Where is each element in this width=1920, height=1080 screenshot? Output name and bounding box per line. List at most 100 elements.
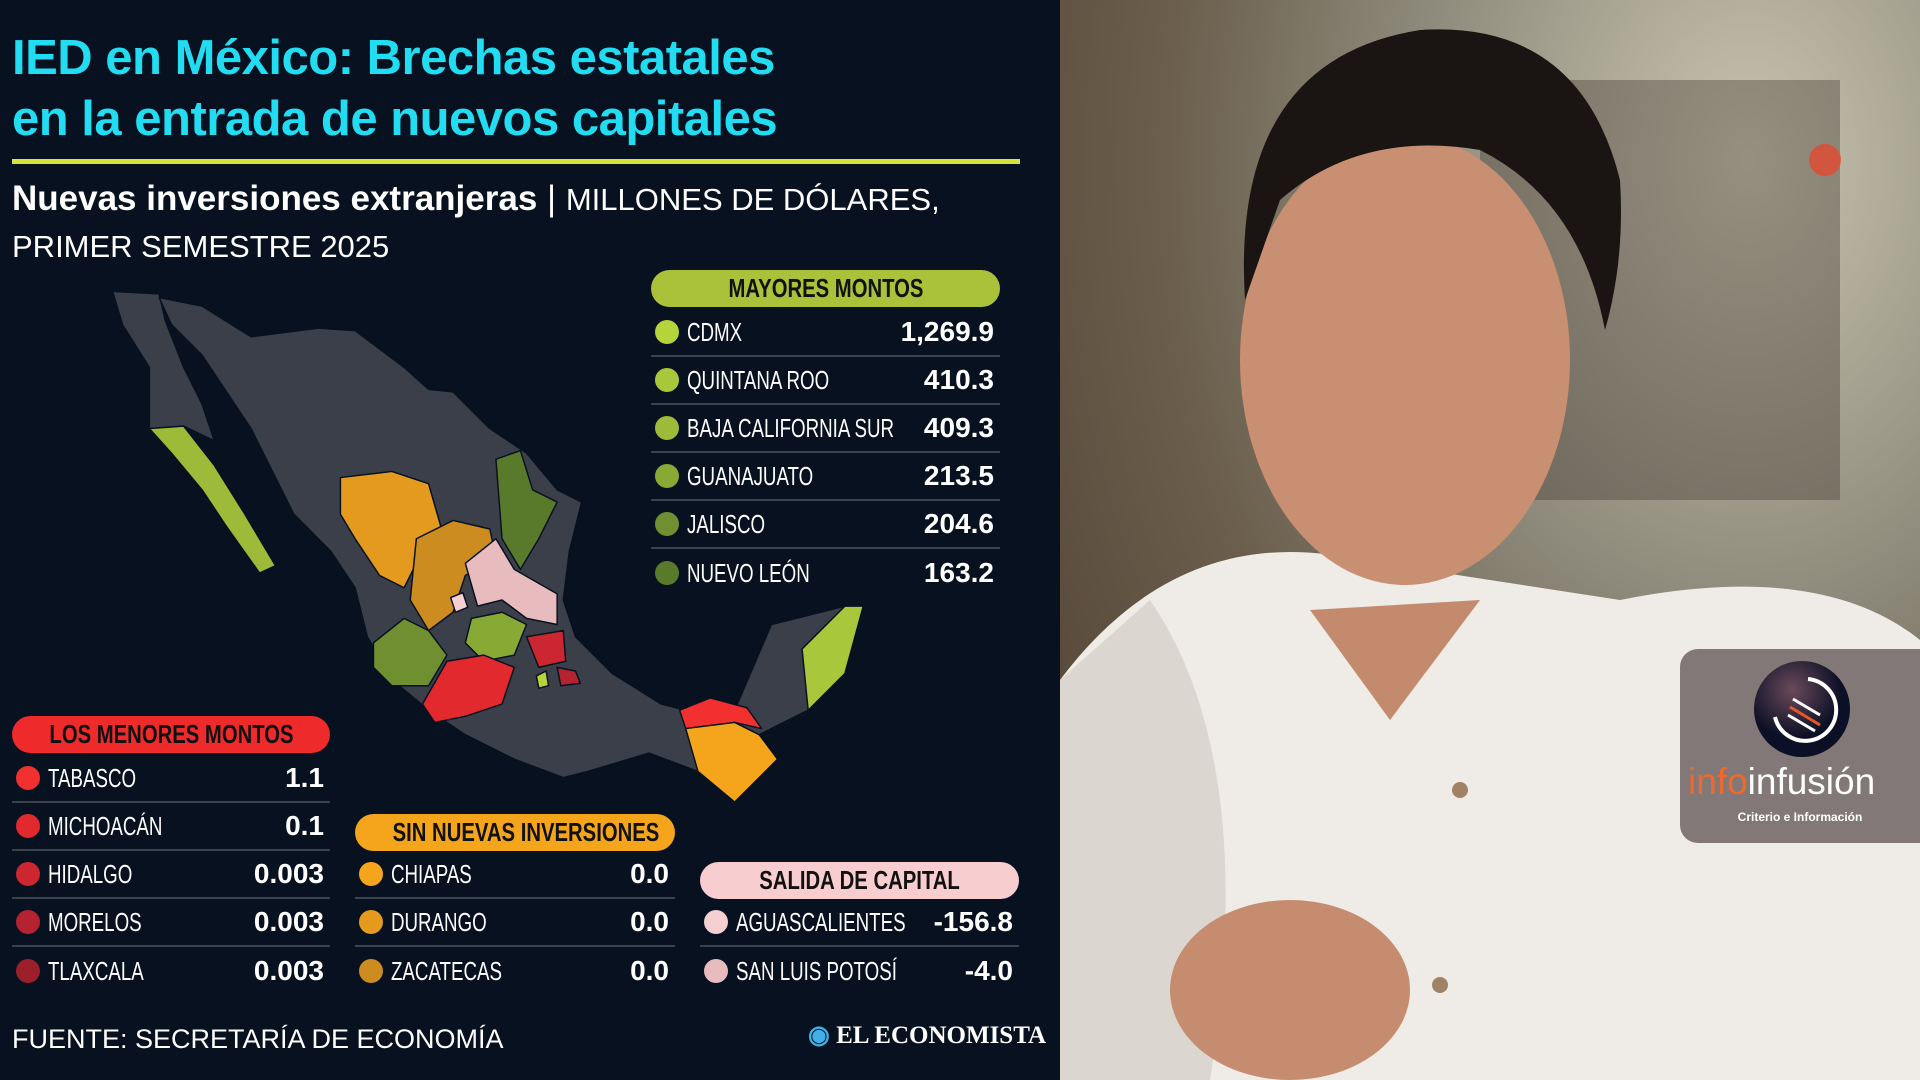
mayores-montos-header: MAYORES MONTOS [651, 270, 1000, 307]
legend-dot [359, 910, 383, 934]
map-aguascalientes [449, 591, 469, 613]
economista-swirl-icon: ◉ [808, 1022, 837, 1049]
legend-dot [704, 959, 728, 983]
infoinfusion-watermark: infoinfusión Criterio e Información [1680, 649, 1920, 843]
state-value: 0.0 [630, 858, 669, 889]
list-item: JALISCO 204.6 [651, 501, 1000, 549]
mayores-label: MAYORES MONTOS [728, 273, 923, 303]
title-line-2: en la entrada de nuevos capitales [12, 92, 778, 146]
state-name: ZACATECAS [391, 955, 502, 986]
list-item: QUINTANA ROO 410.3 [651, 357, 1000, 405]
divider [12, 159, 1020, 164]
el-economista-logo: ◉ EL ECONOMISTA [808, 1020, 1046, 1050]
legend-dot [16, 862, 40, 886]
state-value: 409.3 [923, 412, 994, 443]
list-item: DURANGO 0.0 [355, 899, 675, 947]
menores-label: LOS MENORES MONTOS [48, 719, 294, 749]
state-name: SAN LUIS POTOSÍ [736, 955, 897, 986]
legend-dot [655, 416, 679, 440]
infographic-title: IED en México: Brechas estatales en la e… [12, 28, 778, 150]
source-note: FUENTE: SECRETARÍA DE ECONOMÍA [12, 1024, 504, 1054]
state-value: 213.5 [923, 460, 994, 491]
subtitle-bold: Nuevas inversiones extranjeras [12, 179, 538, 218]
legend-dot [359, 862, 383, 886]
subtitle-units: MILLONES DE DÓLARES, PRIMER SEMESTRE 202… [12, 182, 940, 264]
list-item: NUEVO LEÓN 163.2 [651, 549, 1000, 597]
infographic: IED en México: Brechas estatales en la e… [12, 28, 1047, 1054]
state-name: HIDALGO [48, 858, 133, 889]
state-value: 410.3 [923, 364, 994, 395]
state-name: TABASCO [48, 762, 137, 793]
state-value: 1,269.9 [900, 316, 994, 347]
map-baja-california-sur [148, 425, 277, 574]
list-item: MICHOACÁN 0.1 [12, 803, 330, 851]
map-quintana-roo [801, 605, 865, 711]
list-item: CHIAPAS 0.0 [355, 851, 675, 899]
legend-dot [16, 766, 40, 790]
salida-capital-header: SALIDA DE CAPITAL [700, 862, 1019, 899]
infoinfusion-logo-icon [1754, 661, 1850, 757]
legend-dot [16, 910, 40, 934]
state-value: 0.0 [630, 906, 669, 937]
state-name: JALISCO [687, 508, 766, 539]
list-item: GUANAJUATO 213.5 [651, 453, 1000, 501]
list-item: CDMX 1,269.9 [651, 309, 1000, 357]
list-item: SAN LUIS POTOSÍ -4.0 [700, 947, 1019, 995]
list-item: TABASCO 1.1 [12, 755, 330, 803]
state-value: 0.003 [253, 906, 324, 937]
map-baja-california [111, 290, 216, 442]
state-name: BAJA CALIFORNIA SUR [687, 412, 895, 443]
state-value: 0.0 [630, 955, 669, 986]
legend-dot [359, 959, 383, 983]
state-name: TLAXCALA [48, 955, 144, 986]
wordmark-info: info [1688, 761, 1748, 802]
state-value: -4.0 [964, 955, 1013, 986]
man-in-white-shirt-image [1060, 29, 1920, 1080]
map-chiapas [684, 721, 779, 803]
map-hidalgo [525, 629, 567, 669]
sin-label: SIN NUEVAS INVERSIONES [392, 817, 660, 847]
state-value: 0.003 [253, 955, 324, 986]
list-item: BAJA CALIFORNIA SUR 409.3 [651, 405, 1000, 453]
state-value: 0.1 [285, 810, 324, 841]
title-line-1: IED en México: Brechas estatales [12, 31, 775, 85]
state-name: AGUASCALIENTES [736, 906, 906, 937]
map-tlaxcala-morelos [556, 666, 582, 687]
state-value: -156.8 [933, 906, 1013, 937]
state-value: 204.6 [923, 508, 994, 539]
map-nuevo-leon [495, 449, 558, 571]
list-item: MORELOS 0.003 [12, 899, 330, 947]
salida-label: SALIDA DE CAPITAL [759, 865, 960, 895]
list-item: TLAXCALA 0.003 [12, 947, 330, 995]
state-name: GUANAJUATO [687, 460, 814, 491]
map-zacatecas [409, 519, 497, 632]
sin-nuevas-header: SIN NUEVAS INVERSIONES [355, 814, 675, 851]
legend-dot [16, 814, 40, 838]
subtitle-separator: | [547, 179, 557, 218]
state-name: CHIAPAS [391, 858, 472, 889]
legend-dot [655, 464, 679, 488]
legend-dot [655, 512, 679, 536]
subtitle: Nuevas inversiones extranjeras | MILLONE… [12, 176, 1042, 270]
legend-dot [655, 368, 679, 392]
legend-dot [655, 320, 679, 344]
state-name: MICHOACÁN [48, 810, 163, 841]
map-cdmx [535, 670, 550, 689]
map-michoacan [421, 654, 516, 724]
state-name: MORELOS [48, 906, 142, 937]
map-jalisco [372, 617, 448, 687]
legend-dot [16, 959, 40, 983]
map-san-luis-potosi [464, 538, 558, 626]
state-name: NUEVO LEÓN [687, 557, 810, 588]
state-value: 163.2 [923, 557, 994, 588]
watermark-tagline: Criterio e Información [1737, 810, 1863, 824]
state-value: 0.003 [253, 858, 324, 889]
state-value: 1.1 [285, 762, 324, 793]
list-item: AGUASCALIENTES -156.8 [700, 899, 1019, 947]
portrait-photo [1060, 0, 1920, 1080]
state-name: QUINTANA ROO [687, 364, 830, 395]
menores-montos-header: LOS MENORES MONTOS [12, 716, 330, 753]
infoinfusion-wordmark: infoinfusión [1688, 761, 1875, 803]
mexico-map [111, 290, 865, 803]
state-name: CDMX [687, 316, 743, 347]
